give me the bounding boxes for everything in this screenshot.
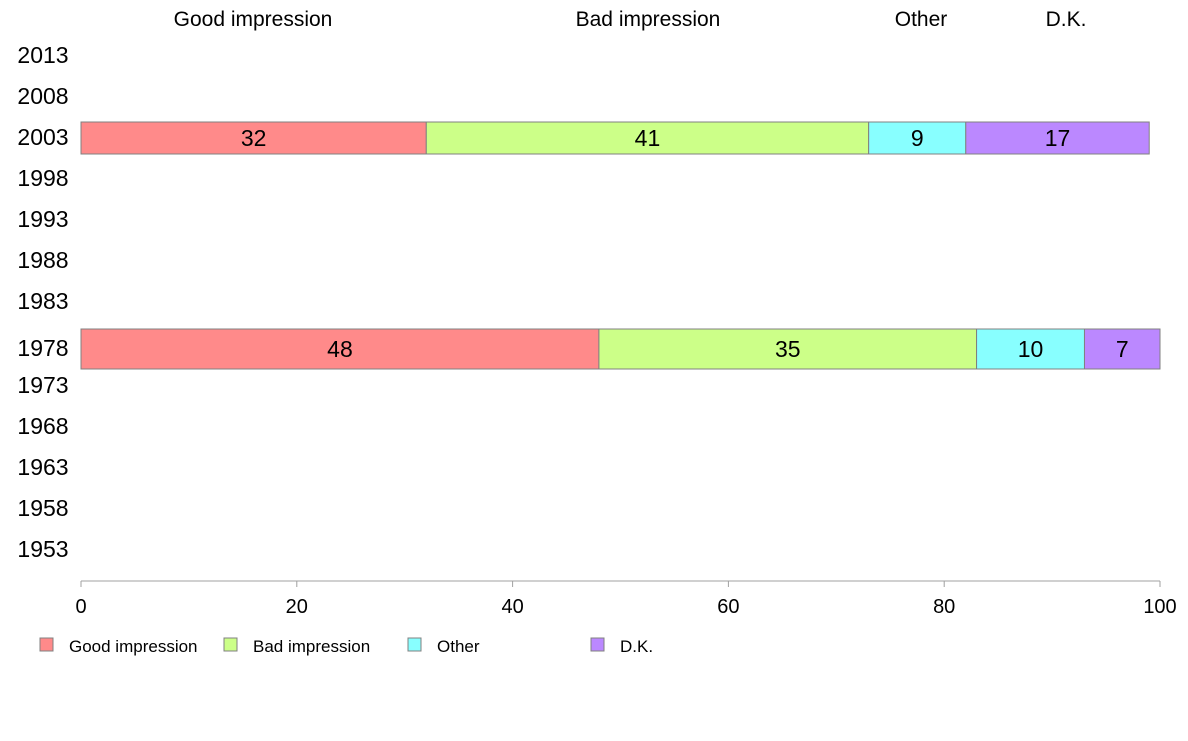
legend-label-1: Bad impression (253, 637, 370, 656)
category-label-2013: 2013 (17, 42, 68, 68)
legend-swatch-1 (223, 637, 238, 652)
data-label-2003-0: 32 (241, 125, 267, 151)
x-tick-label-0: 0 (75, 596, 86, 618)
data-label-1978-1: 35 (775, 336, 801, 362)
data-label-1978-2: 10 (1018, 336, 1044, 362)
bar-2003-other (868, 121, 967, 155)
category-label-1983: 1983 (17, 288, 68, 314)
category-label-1998: 1998 (17, 165, 68, 191)
bar-1978-bad-impression (598, 328, 978, 370)
category-label-2008: 2008 (17, 83, 68, 109)
x-tick-label-100: 100 (1143, 596, 1176, 618)
column-header-2: Other (895, 8, 948, 31)
x-tick-label-20: 20 (286, 596, 308, 618)
x-tick-label-40: 40 (501, 596, 523, 618)
category-label-1993: 1993 (17, 206, 68, 232)
data-label-1978-3: 7 (1116, 336, 1129, 362)
category-label-1953: 1953 (17, 536, 68, 562)
bar-2003-bad-impression (425, 121, 870, 155)
bar-1978-good-impression (80, 328, 600, 370)
data-label-1978-0: 48 (327, 336, 353, 362)
bar-1978-d-k- (1083, 328, 1161, 370)
x-tick-label-80: 80 (933, 596, 955, 618)
category-label-1963: 1963 (17, 454, 68, 480)
data-label-2003-2: 9 (911, 125, 924, 151)
legend-swatch-0 (39, 637, 54, 652)
category-label-1958: 1958 (17, 495, 68, 521)
x-tick-label-60: 60 (717, 596, 739, 618)
category-label-1968: 1968 (17, 413, 68, 439)
legend-label-3: D.K. (620, 637, 653, 656)
data-label-2003-1: 41 (635, 125, 661, 151)
legend-swatch-2 (407, 637, 422, 652)
bar-1978-other (976, 328, 1085, 370)
column-header-1: Bad impression (576, 8, 721, 31)
category-label-1978: 1978 (17, 335, 68, 361)
bar-2003-good-impression (80, 121, 427, 155)
category-label-1973: 1973 (17, 372, 68, 398)
legend-swatch-3 (590, 637, 605, 652)
column-header-3: D.K. (1046, 8, 1087, 31)
bar-2003-d-k- (965, 121, 1150, 155)
category-label-2003: 2003 (17, 124, 68, 150)
data-label-2003-3: 17 (1045, 125, 1071, 151)
column-header-0: Good impression (174, 8, 333, 31)
legend-label-0: Good impression (69, 637, 198, 656)
legend-label-2: Other (437, 637, 480, 656)
category-label-1988: 1988 (17, 247, 68, 273)
